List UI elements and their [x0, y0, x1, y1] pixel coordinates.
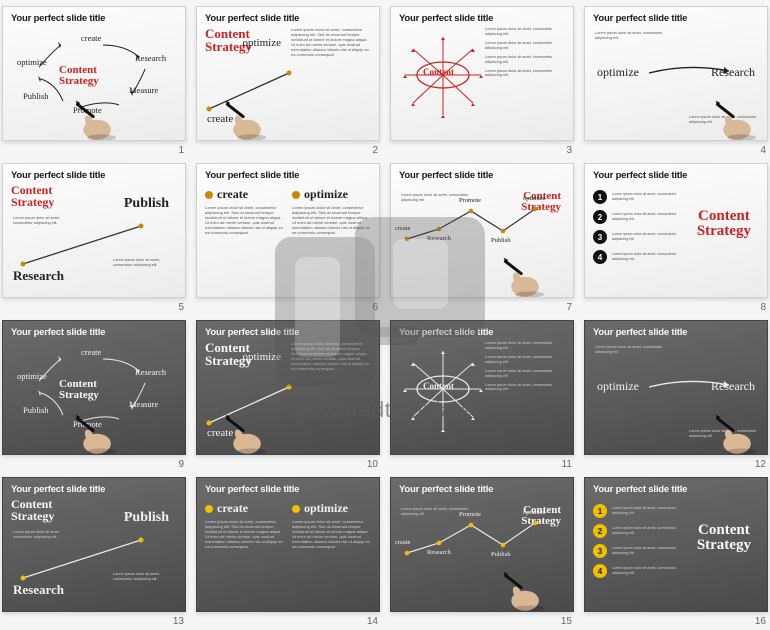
hand-icon — [499, 567, 545, 612]
slide-title: Your perfect slide title — [593, 170, 759, 181]
slide-title: Your perfect slide title — [593, 484, 759, 495]
slide-cell[interactable]: Your perfect slide title create Lorem ip… — [196, 163, 380, 298]
slide-number: 4 — [760, 145, 766, 156]
slide-cell[interactable]: Your perfect slide title create Research… — [2, 6, 186, 141]
slide-number: 15 — [561, 616, 572, 627]
slide-cell[interactable]: Your perfect slide title Lorem ipsum dol… — [584, 6, 768, 141]
slide-number: 11 — [562, 459, 572, 470]
slide-thumbnail: Your perfect slide title Content Lorem — [390, 320, 574, 455]
slide-cell[interactable]: Your perfect slide title Content Lorem — [390, 320, 574, 455]
slide-thumbnail: Your perfect slide title ContentStrategy… — [390, 477, 574, 612]
slide-number: 1 — [178, 145, 184, 156]
slide-thumbnail: Your perfect slide title ContentStrategy… — [196, 6, 380, 141]
slide-number: 6 — [372, 302, 378, 313]
slide-thumbnail: Your perfect slide title create Lorem ip… — [196, 477, 380, 612]
hand-icon — [221, 410, 267, 455]
slide-cell[interactable]: Your perfect slide title 1 Lorem ipsum d… — [584, 477, 768, 612]
slide-thumbnail: Your perfect slide title ContentStrategy… — [2, 477, 186, 612]
hand-icon — [711, 96, 757, 141]
slide-title: Your perfect slide title — [11, 13, 177, 24]
slide-cell[interactable]: Your perfect slide title create Lorem ip… — [196, 477, 380, 612]
slide-title: Your perfect slide title — [11, 170, 177, 181]
slide-number: 8 — [760, 302, 766, 313]
slide-number: 5 — [178, 302, 184, 313]
slide-number: 7 — [566, 302, 572, 313]
slide-cell[interactable]: Your perfect slide title Content Lorem — [390, 6, 574, 141]
slide-cell[interactable]: Your perfect slide title ContentStrategy… — [196, 6, 380, 141]
slide-cell[interactable]: Your perfect slide title create Research… — [2, 320, 186, 455]
slide-cell[interactable]: Your perfect slide title ContentStrategy… — [196, 320, 380, 455]
slide-number: 3 — [566, 145, 572, 156]
slide-thumbnail: Your perfect slide title create Research… — [2, 6, 186, 141]
slide-thumbnail: Your perfect slide title ContentStrategy… — [196, 320, 380, 455]
slide-number: 10 — [367, 459, 378, 470]
hand-icon — [71, 410, 117, 455]
slide-cell[interactable]: Your perfect slide title ContentStrategy… — [2, 163, 186, 298]
slide-number: 16 — [755, 616, 766, 627]
slide-thumbnail: Your perfect slide title create Lorem ip… — [196, 163, 380, 298]
slide-title: Your perfect slide title — [205, 170, 371, 181]
slide-title: Your perfect slide title — [593, 13, 759, 24]
slide-thumbnail: Your perfect slide title Lorem ipsum dol… — [584, 320, 768, 455]
slide-title: Your perfect slide title — [593, 327, 759, 338]
slide-grid: Your perfect slide title create Research… — [0, 0, 770, 618]
slide-thumbnail: Your perfect slide title Content Lorem — [390, 6, 574, 141]
hand-icon — [711, 410, 757, 455]
slide-thumbnail: Your perfect slide title ContentStrategy… — [390, 163, 574, 298]
slide-cell[interactable]: Your perfect slide title 1 Lorem ipsum d… — [584, 163, 768, 298]
slide-cell[interactable]: Your perfect slide title ContentStrategy… — [2, 477, 186, 612]
slide-title: Your perfect slide title — [399, 484, 565, 495]
slide-thumbnail: Your perfect slide title create Research… — [2, 320, 186, 455]
hand-icon — [499, 253, 545, 298]
slide-number: 2 — [372, 145, 378, 156]
slide-cell[interactable]: Your perfect slide title ContentStrategy… — [390, 163, 574, 298]
slide-title: Your perfect slide title — [399, 327, 565, 338]
slide-cell[interactable]: Your perfect slide title Lorem ipsum dol… — [584, 320, 768, 455]
slide-number: 14 — [367, 616, 378, 627]
hand-icon — [71, 96, 117, 141]
slide-title: Your perfect slide title — [399, 13, 565, 24]
slide-title: Your perfect slide title — [11, 327, 177, 338]
slide-thumbnail: Your perfect slide title 1 Lorem ipsum d… — [584, 163, 768, 298]
slide-thumbnail: Your perfect slide title 1 Lorem ipsum d… — [584, 477, 768, 612]
slide-title: Your perfect slide title — [205, 327, 371, 338]
slide-number: 12 — [755, 459, 766, 470]
slide-title: Your perfect slide title — [399, 170, 565, 181]
slide-title: Your perfect slide title — [205, 484, 371, 495]
slide-number: 9 — [178, 459, 184, 470]
hand-icon — [221, 96, 267, 141]
slide-title: Your perfect slide title — [11, 484, 177, 495]
slide-title: Your perfect slide title — [205, 13, 371, 24]
slide-thumbnail: Your perfect slide title Lorem ipsum dol… — [584, 6, 768, 141]
slide-thumbnail: Your perfect slide title ContentStrategy… — [2, 163, 186, 298]
slide-cell[interactable]: Your perfect slide title ContentStrategy… — [390, 477, 574, 612]
slide-number: 13 — [173, 616, 184, 627]
